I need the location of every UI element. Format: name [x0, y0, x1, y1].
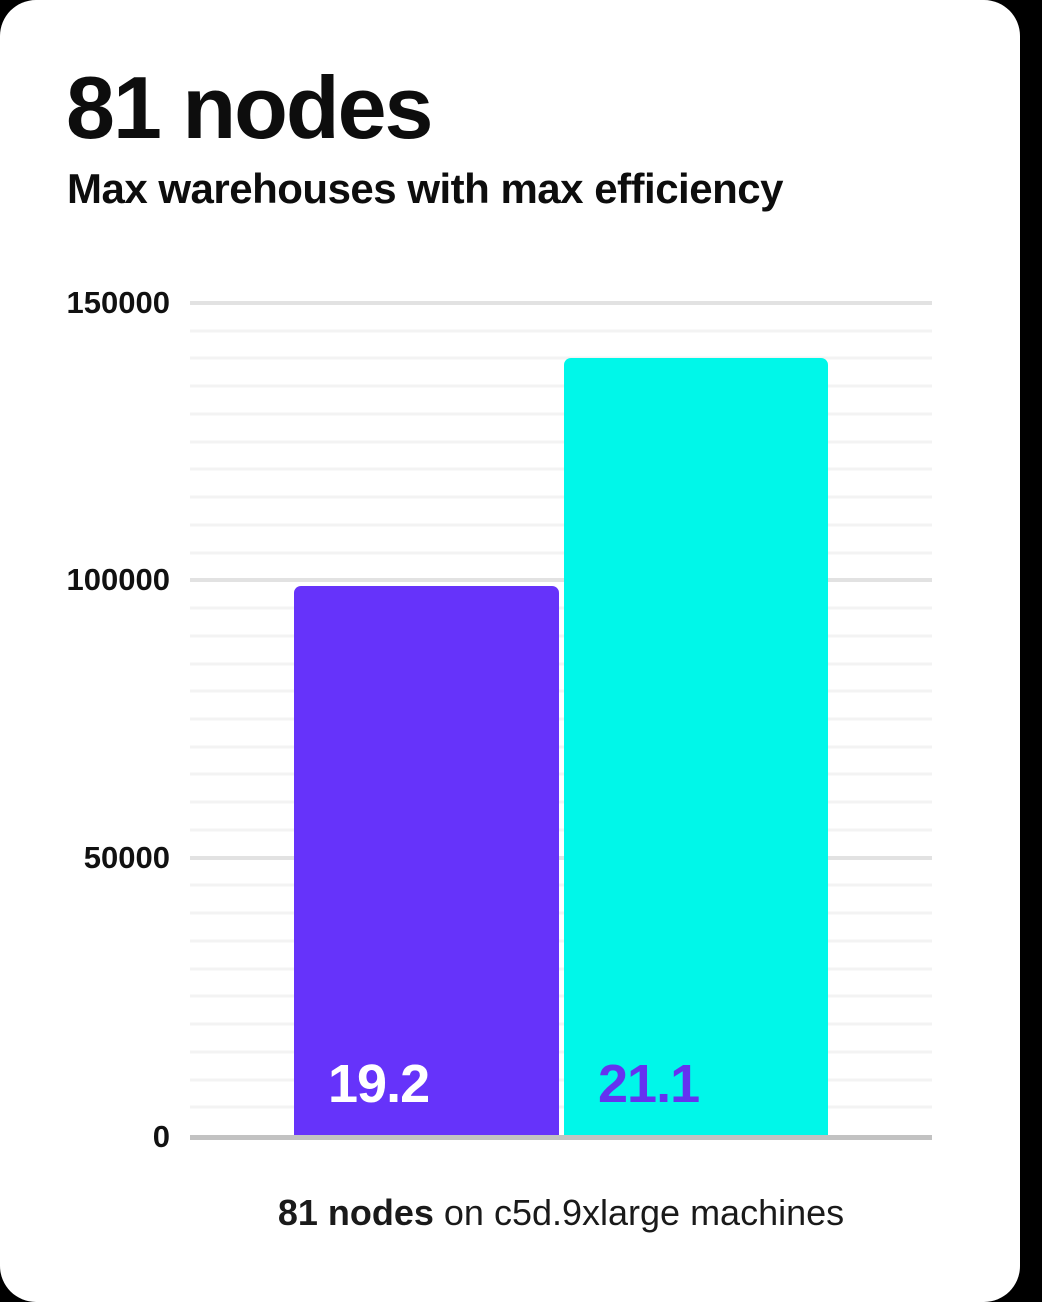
minor-gridline [190, 828, 932, 832]
minor-gridline [190, 606, 932, 610]
major-gridline [190, 301, 932, 305]
minor-gridline [190, 467, 932, 471]
bar-1: 19.2 [294, 586, 559, 1135]
chart-card: 81 nodes Max warehouses with max efficie… [0, 0, 1020, 1302]
minor-gridline [190, 329, 932, 333]
y-axis-tick-label: 150000 [66, 285, 170, 320]
page-subtitle: Max warehouses with max efficiency [67, 165, 783, 212]
major-gridline [190, 855, 932, 860]
minor-gridline [190, 634, 932, 638]
minor-gridline [190, 800, 932, 804]
bar-2: 21.1 [564, 358, 828, 1135]
minor-gridline [190, 551, 932, 555]
minor-gridline [190, 939, 932, 943]
minor-gridline [190, 356, 932, 360]
caption-bold-text: 81 nodes [277, 1192, 434, 1233]
minor-gridline [190, 412, 932, 416]
minor-gridline [190, 662, 932, 666]
minor-gridline [190, 772, 932, 776]
bar-chart-plot-area: 19.2 21.1 [190, 301, 932, 1140]
chart-caption: 81 nodes on c5d.9xlarge machines [190, 1192, 932, 1234]
minor-gridline [190, 994, 932, 998]
minor-gridline [190, 883, 932, 887]
minor-gridline [190, 689, 932, 693]
minor-gridline [190, 911, 932, 915]
minor-gridline [190, 1105, 932, 1109]
minor-gridline [190, 745, 932, 749]
minor-gridline [190, 717, 932, 721]
minor-gridline [190, 523, 932, 527]
bar-data-label: 19.2 [328, 1054, 430, 1114]
caption-regular-text: on c5d.9xlarge machines [433, 1192, 845, 1233]
y-axis-tick-label: 0 [152, 1119, 170, 1154]
y-axis-tick-label: 50000 [83, 839, 170, 875]
y-axis-tick-label: 100000 [66, 562, 170, 598]
minor-gridline [190, 1078, 932, 1082]
page-title: 81 nodes [66, 58, 433, 157]
minor-gridline [190, 1050, 932, 1054]
major-gridline [190, 578, 932, 583]
x-axis-line [190, 1135, 932, 1140]
minor-gridline [190, 967, 932, 971]
minor-gridline [190, 440, 932, 444]
minor-gridline [190, 384, 932, 388]
minor-gridline [190, 495, 932, 499]
minor-gridline [190, 1022, 932, 1026]
bar-data-label: 21.1 [598, 1054, 700, 1114]
